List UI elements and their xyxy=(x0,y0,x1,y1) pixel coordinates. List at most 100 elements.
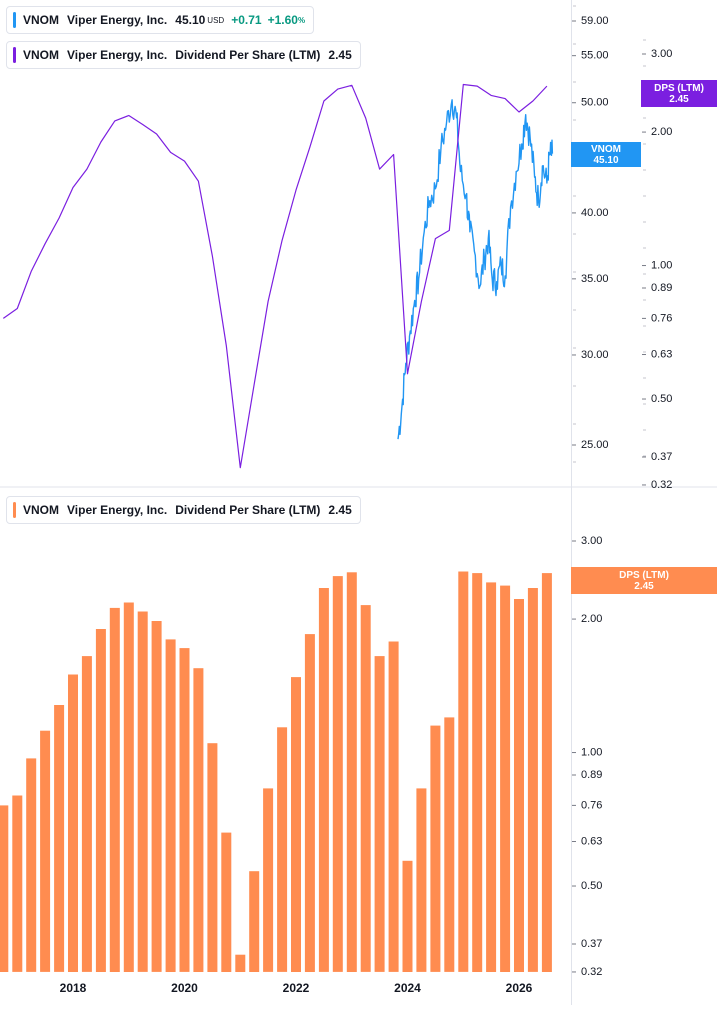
legend-dps-top-metric: Dividend Per Share (LTM) xyxy=(175,48,321,62)
dps-bar xyxy=(430,725,441,972)
dps-bar xyxy=(68,674,78,972)
legend-price-name: Viper Energy, Inc. xyxy=(67,13,168,27)
legend-dps-top-value: 2.45 xyxy=(328,48,352,62)
legend-dps-bottom[interactable]: VNOM Viper Energy, Inc. Dividend Per Sha… xyxy=(6,496,361,524)
dps-bar xyxy=(458,571,469,972)
price-line xyxy=(397,99,554,440)
dps-axis-label: 1.00 xyxy=(651,259,672,271)
dps-top-tag-label: DPS (LTM) xyxy=(654,82,704,94)
legend-price-swatch xyxy=(13,12,16,28)
legend-dps-top-symbol: VNOM xyxy=(23,48,59,62)
dps-top-price-tag: DPS (LTM) 2.45 xyxy=(641,80,717,107)
price-axis-label: 30.00 xyxy=(581,349,609,361)
legend-dps-bottom-swatch xyxy=(13,502,16,518)
dps-bar-axis-label: 0.89 xyxy=(581,769,602,781)
dps-axis-label: 2.00 xyxy=(651,126,672,138)
dps-bar xyxy=(360,605,371,972)
dps-bar xyxy=(165,639,176,972)
price-axis-label: 59.00 xyxy=(581,15,609,27)
dps-axis-label: 0.50 xyxy=(651,393,672,405)
price-axis-label: 35.00 xyxy=(581,273,609,285)
dps-bar xyxy=(304,634,315,972)
dps-bar xyxy=(527,588,538,972)
legend-price[interactable]: VNOM Viper Energy, Inc. 45.10 USD +0.71 … xyxy=(6,6,315,34)
dps-line xyxy=(2,83,548,469)
time-axis-label: 2020 xyxy=(171,981,198,995)
dps-bar xyxy=(514,599,524,972)
dps-bar xyxy=(26,758,37,972)
dps-bar xyxy=(332,576,343,972)
dps-bar xyxy=(81,656,92,972)
price-axis-label: 50.00 xyxy=(581,97,609,109)
legend-price-currency: USD xyxy=(207,15,225,25)
price-axis-label: 25.00 xyxy=(581,439,609,451)
dps-bar xyxy=(54,705,65,972)
dps-bar xyxy=(40,730,51,972)
dps-bottom-price-tag: DPS (LTM) 2.45 xyxy=(571,567,717,594)
dps-bar xyxy=(500,585,511,972)
dps-bar xyxy=(402,860,413,972)
dps-bar xyxy=(472,573,483,972)
price-axis-label: 40.00 xyxy=(581,207,609,219)
dps-axis-label: 0.76 xyxy=(651,312,672,324)
time-axis-label: 2022 xyxy=(283,981,310,995)
dps-bar xyxy=(0,805,9,972)
dps-bar xyxy=(137,611,148,972)
dps-bar xyxy=(12,795,23,972)
legend-dps-top-swatch xyxy=(13,47,16,63)
dps-bar xyxy=(541,573,552,972)
dps-bar xyxy=(444,717,455,972)
dps-bar xyxy=(249,871,260,972)
dps-bar-axis-label: 1.00 xyxy=(581,746,602,758)
time-axis-label: 2024 xyxy=(394,981,421,995)
dps-bar-axis-label: 0.63 xyxy=(581,835,602,847)
dps-bar xyxy=(151,621,162,972)
legend-price-value: 45.10 xyxy=(175,13,206,27)
legend-dps-bottom-metric: Dividend Per Share (LTM) xyxy=(175,503,321,517)
legend-dps-bottom-name: Viper Energy, Inc. xyxy=(67,503,168,517)
dps-bar xyxy=(95,629,106,972)
dps-axis-label: 0.32 xyxy=(651,479,672,491)
legend-price-change-pct: +1.60 xyxy=(267,13,298,27)
price-tag: VNOM 45.10 xyxy=(571,142,641,167)
dps-axis-label: 0.37 xyxy=(651,451,672,463)
dps-bar xyxy=(388,641,399,972)
dps-bar xyxy=(416,788,427,972)
dps-bottom-tag-label: DPS (LTM) xyxy=(619,569,669,581)
dps-bar xyxy=(193,668,204,972)
dps-bar xyxy=(123,602,134,972)
dps-bar-axis-label: 2.00 xyxy=(581,613,602,625)
price-tag-label: VNOM xyxy=(591,143,621,155)
dps-bar xyxy=(318,588,329,972)
legend-dps-top-name: Viper Energy, Inc. xyxy=(67,48,168,62)
price-axis-label: 55.00 xyxy=(581,50,609,62)
dps-top-tag-value: 2.45 xyxy=(669,93,689,105)
price-tag-value: 45.10 xyxy=(593,154,619,166)
time-axis-label: 2026 xyxy=(506,981,533,995)
dps-bar xyxy=(277,727,288,972)
dps-bar xyxy=(207,743,218,972)
dps-bottom-tag-value: 2.45 xyxy=(634,580,654,592)
dps-bar xyxy=(486,582,497,972)
dps-bar-axis-label: 0.32 xyxy=(581,966,602,978)
dps-bar xyxy=(235,954,246,972)
dps-axis-label: 3.00 xyxy=(651,48,672,60)
legend-price-change: +0.71 xyxy=(231,13,262,27)
dps-bar xyxy=(374,656,385,972)
legend-dps-top[interactable]: VNOM Viper Energy, Inc. Dividend Per Sha… xyxy=(6,41,361,69)
dps-bar xyxy=(346,572,357,972)
legend-dps-bottom-value: 2.45 xyxy=(328,503,352,517)
legend-price-pct-sign: % xyxy=(297,15,306,25)
legend-dps-bottom-symbol: VNOM xyxy=(23,503,59,517)
dps-bar xyxy=(109,607,120,972)
dps-bar xyxy=(179,648,190,972)
legend-price-symbol: VNOM xyxy=(23,13,59,27)
dps-axis-label: 0.63 xyxy=(651,348,672,360)
dps-bar xyxy=(221,832,232,972)
dps-bar-axis-label: 0.76 xyxy=(581,799,602,811)
time-axis-label: 2018 xyxy=(60,981,87,995)
dps-bar xyxy=(263,788,274,972)
dps-axis-label: 0.89 xyxy=(651,282,672,294)
